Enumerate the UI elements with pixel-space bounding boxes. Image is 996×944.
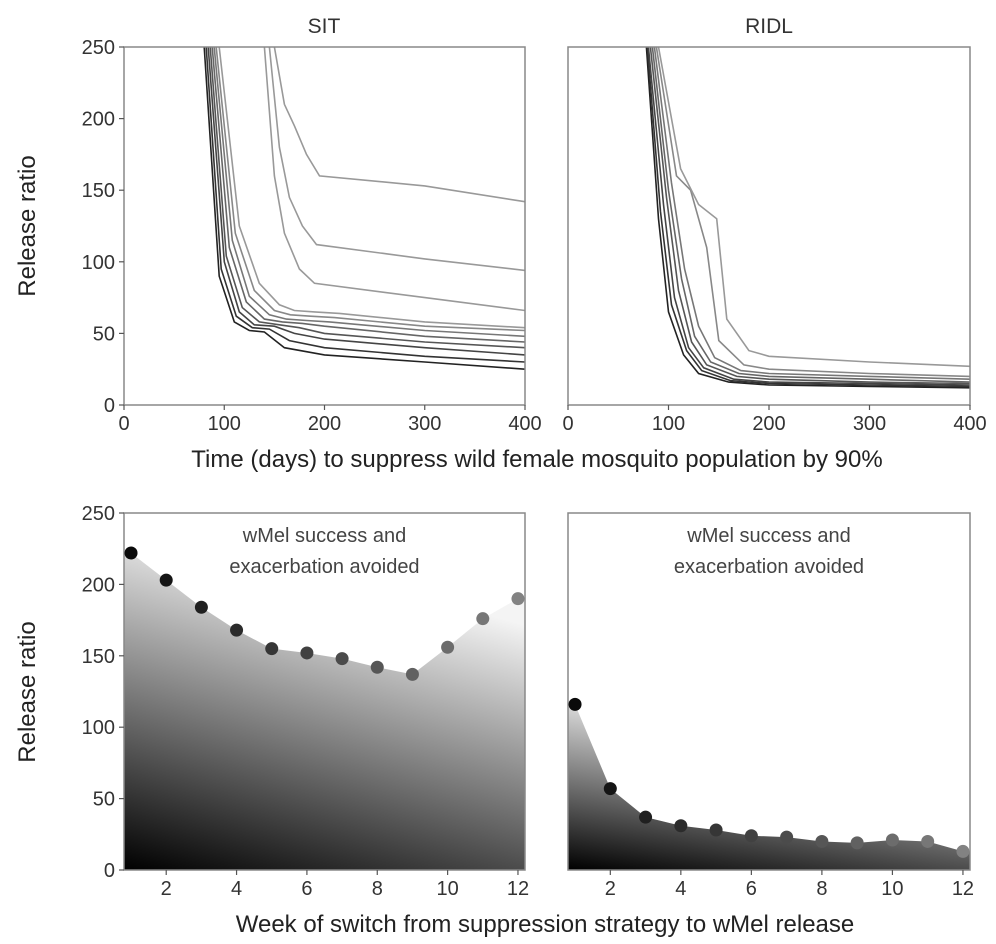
series-line-1: [203, 47, 525, 370]
data-point: [511, 592, 525, 606]
data-point: [744, 829, 758, 843]
series-line-8: [657, 47, 970, 368]
x-tick-label: 12: [507, 878, 529, 900]
x-tick-label: 4: [675, 878, 686, 900]
panel-sit: 0 100 200 300 400 0 50 100 150 200 250: [82, 37, 542, 435]
x-tick-label: 6: [746, 878, 757, 900]
y-tick-label: 200: [82, 574, 115, 596]
x-tick-label: 300: [408, 413, 441, 435]
y-axis-label-bottom: Release ratio: [14, 621, 41, 762]
panel-title-sit: SIT: [308, 15, 341, 38]
data-point: [405, 667, 419, 681]
data-point: [335, 652, 349, 666]
plot-frame: [567, 46, 971, 406]
x-tick-label: 400: [508, 413, 541, 435]
data-point: [709, 823, 723, 837]
plot-frame: [567, 512, 971, 871]
x-tick-label: 400: [953, 413, 986, 435]
x-tick-label: 12: [952, 878, 974, 900]
x-axis-label-top: Time (days) to suppress wild female mosq…: [191, 446, 882, 473]
x-tick-label: 8: [816, 878, 827, 900]
data-point: [674, 819, 688, 833]
data-point: [265, 642, 279, 656]
x-tick-label: 10: [881, 878, 903, 900]
x-tick-label: 2: [161, 878, 172, 900]
series-line-7: [215, 47, 525, 332]
x-tick-label: 4: [231, 878, 242, 900]
series-line-2: [205, 47, 525, 363]
y-tick-label: 150: [82, 180, 115, 202]
x-tick-label: 200: [752, 413, 785, 435]
data-point: [603, 782, 617, 796]
series-line-6: [653, 47, 970, 380]
series-line-1: [645, 47, 970, 389]
panel-ridl: 0 100 200 300 400: [562, 46, 987, 435]
x-tick-label: 200: [308, 413, 341, 435]
x-tick-label: 6: [301, 878, 312, 900]
x-tick-label: 2: [605, 878, 616, 900]
data-point: [568, 697, 582, 711]
series-line-4: [209, 47, 525, 349]
annotation-text: exacerbation avoided: [674, 556, 864, 578]
x-tick-label: 0: [118, 413, 129, 435]
annotation-text: wMel success and: [242, 525, 406, 547]
y-tick-label: 50: [93, 789, 115, 811]
data-point: [370, 660, 384, 674]
x-tick-label: 100: [652, 413, 685, 435]
data-point: [815, 834, 829, 848]
y-tick-label: 250: [82, 37, 115, 59]
data-point: [850, 836, 864, 850]
y-tick-label: 0: [104, 860, 115, 882]
annotation-text: wMel success and: [686, 525, 850, 547]
data-point: [921, 834, 935, 848]
y-tick-label: 200: [82, 109, 115, 131]
annotation-text: exacerbation avoided: [229, 556, 419, 578]
series-line-11: [273, 47, 525, 203]
x-tick-label: 8: [372, 878, 383, 900]
series-line-10: [268, 47, 525, 272]
data-point: [956, 844, 970, 858]
data-point: [124, 546, 138, 560]
data-point: [441, 640, 455, 654]
x-tick-label: 300: [853, 413, 886, 435]
series-line-5: [211, 47, 525, 343]
x-tick-label: 100: [208, 413, 241, 435]
y-tick-label: 100: [82, 252, 115, 274]
y-tick-label: 250: [82, 503, 115, 525]
x-tick-label: 0: [562, 413, 573, 435]
data-point: [230, 623, 244, 637]
series-line-3: [647, 47, 970, 386]
series-line-5: [651, 47, 970, 383]
series-line-6: [213, 47, 525, 338]
data-point: [159, 573, 173, 587]
y-tick-label: 50: [93, 323, 115, 345]
data-point: [780, 830, 794, 844]
x-axis-label-bottom: Week of switch from suppression strategy…: [236, 911, 854, 938]
series-line-7: [655, 47, 970, 378]
y-tick-label: 0: [104, 395, 115, 417]
data-point: [639, 810, 653, 824]
series-line-8: [218, 47, 525, 329]
y-tick-label: 100: [82, 717, 115, 739]
data-point: [885, 833, 899, 847]
series-line-2: [646, 47, 970, 388]
series-line-4: [649, 47, 970, 385]
y-axis-label-top: Release ratio: [14, 155, 41, 296]
plot-frame: [123, 512, 526, 871]
panel-switch-sit: 2 4 6 8 10 12 0 50 100 150 200 250 wMel success and e…: [82, 503, 529, 900]
x-tick-label: 10: [436, 878, 458, 900]
y-tick-label: 150: [82, 646, 115, 668]
panel-title-ridl: RIDL: [745, 15, 793, 38]
shaded-region: [124, 552, 525, 870]
data-point: [476, 612, 490, 626]
panel-switch-ridl: 2 4 6 8 10 12 wMel success and exacerbation avo…: [567, 512, 974, 900]
series-line-9: [263, 47, 525, 312]
series-line-3: [207, 47, 525, 356]
shaded-region: [568, 704, 970, 870]
data-point: [300, 646, 314, 660]
data-point: [194, 600, 208, 614]
